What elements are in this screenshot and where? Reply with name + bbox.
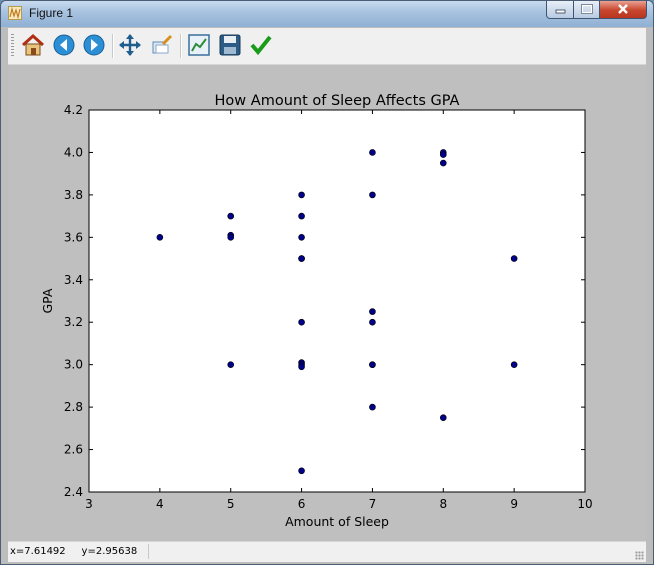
data-point (227, 361, 235, 368)
maximize-button[interactable] (573, 1, 600, 19)
status-bar: x=7.61492 y=2.95638 (8, 541, 646, 562)
checkmark-icon (250, 35, 272, 56)
data-point (369, 318, 376, 326)
data-point (298, 255, 305, 262)
save-button[interactable] (217, 32, 243, 58)
y-tick-label: 3.6 (64, 230, 83, 244)
maximize-icon (581, 4, 593, 14)
zoom-rect-icon (152, 34, 173, 54)
home-button[interactable] (20, 32, 46, 58)
x-axis-label: Amount of Sleep (285, 514, 389, 529)
y-tick-label: 4.2 (64, 103, 83, 117)
status-divider (148, 544, 149, 559)
y-tick-label: 2.6 (64, 443, 83, 457)
y-tick-label: 2.8 (64, 400, 83, 414)
resize-grip[interactable] (635, 551, 644, 560)
title-bar[interactable]: Figure 1 (1, 1, 653, 27)
subplots-icon (188, 34, 210, 56)
toolbar-separator (112, 34, 114, 58)
data-point (369, 361, 376, 368)
plot-area (88, 109, 586, 493)
close-button[interactable] (599, 1, 647, 19)
figure-canvas[interactable]: 3 4 5 6 7 8 9 10 2.4 2.6 2.8 3.0 3.2 3.4 3.6 3.8 4.0 4.2 H… (8, 65, 646, 541)
x-tick-label: 9 (510, 497, 518, 511)
toolbar-separator (180, 34, 182, 58)
data-point (369, 308, 376, 315)
cursor-coordinates: x=7.61492 y=2.95638 (10, 546, 138, 557)
matplotlib-app-icon (8, 6, 22, 20)
floppy-disk-icon (219, 34, 241, 56)
forward-button[interactable] (81, 32, 107, 58)
minimize-icon (555, 9, 566, 14)
window-title: Figure 1 (29, 6, 74, 20)
x-tick-label: 6 (298, 497, 306, 511)
data-point (510, 255, 518, 262)
pan-button[interactable] (117, 32, 143, 58)
data-point (369, 403, 376, 411)
navigation-toolbar (8, 28, 646, 65)
chart-title: How Amount of Sleep Affects GPA (215, 93, 460, 109)
toolbar-grip[interactable] (11, 34, 14, 58)
move-arrows-icon (119, 34, 141, 56)
data-point (369, 149, 376, 156)
edit-params-button[interactable] (248, 32, 274, 58)
y-tick-label: 3.4 (64, 273, 83, 287)
data-point (298, 234, 305, 241)
data-point (510, 361, 518, 368)
data-point (298, 363, 305, 371)
data-point (369, 191, 376, 199)
data-point (298, 212, 305, 220)
y-tick-label: 2.4 (64, 485, 83, 499)
x-tick-label: 7 (369, 497, 377, 511)
x-tick-label: 8 (439, 497, 447, 511)
x-tick-label: 3 (85, 497, 93, 511)
subplots-button[interactable] (186, 32, 212, 58)
arrow-left-icon (53, 34, 75, 56)
x-tick-label: 10 (577, 497, 592, 511)
y-tick-label: 3.2 (64, 315, 83, 329)
y-tick-label: 3.0 (64, 358, 83, 372)
arrow-right-icon (83, 34, 105, 56)
close-icon (618, 4, 628, 14)
data-point (298, 467, 305, 475)
scatter-chart: 3 4 5 6 7 8 9 10 2.4 2.6 2.8 3.0 3.2 3.4 3.6 3.8 4.0 4.2 H… (40, 93, 593, 529)
data-point (156, 234, 164, 241)
data-point (439, 159, 447, 167)
data-point (439, 414, 447, 422)
data-point (227, 212, 235, 220)
y-tick-label: 4.0 (64, 145, 83, 159)
zoom-button[interactable] (149, 32, 175, 58)
y-tick-label: 3.8 (64, 188, 83, 202)
home-icon (21, 33, 45, 56)
data-point (298, 318, 305, 326)
minimize-button[interactable] (546, 1, 574, 19)
x-tick-label: 5 (227, 497, 235, 511)
back-button[interactable] (51, 32, 77, 58)
data-point (298, 191, 305, 199)
data-point (439, 151, 447, 158)
data-point (227, 234, 235, 241)
y-axis-label: GPA (40, 288, 55, 313)
x-tick-label: 4 (156, 497, 164, 511)
